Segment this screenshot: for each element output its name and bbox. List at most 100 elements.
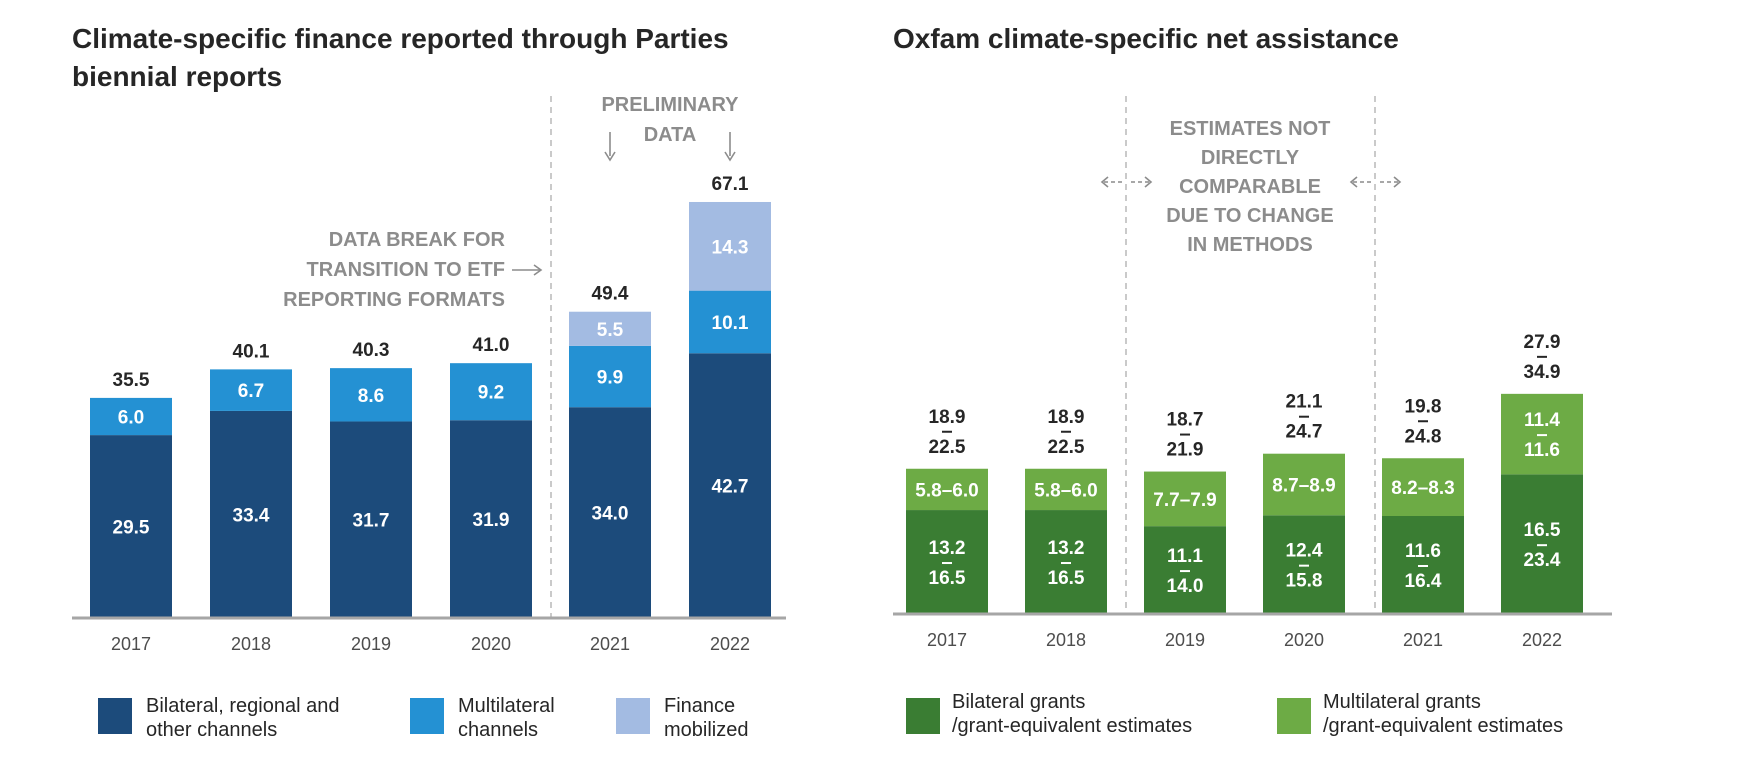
bar-label-2020-grant-series-1: 8.7–8.9 — [1272, 476, 1335, 497]
bar-label-2021-series-1: 9.9 — [597, 368, 623, 389]
bar-label-2018-grant-series-0-low: 13.2 — [1048, 538, 1085, 559]
bar-label-2022-series-2: 14.3 — [712, 237, 749, 258]
method-arrow-left-in-head — [1144, 176, 1153, 188]
bar-2020-series-1 — [450, 363, 532, 421]
data-break-note-line2: TRANSITION TO ETF — [306, 259, 505, 281]
total-range-2020-low: 21.1 — [1286, 392, 1323, 413]
preliminary-arrow-2022-head — [724, 151, 736, 162]
bar-label-2019-grant-series-0-high: 14.0 — [1167, 576, 1204, 597]
bar-label-2018-series-0: 33.4 — [233, 505, 270, 526]
bar-2020-grant-series-1 — [1263, 453, 1345, 516]
preliminary-note-line2: DATA — [644, 124, 697, 146]
bar-label-2017-series-0: 29.5 — [113, 518, 150, 539]
legend-label-right-1-line1: Multilateral grants — [1323, 691, 1481, 713]
bar-label-2017-grant-series-0-low: 13.2 — [929, 538, 966, 559]
not-comparable-note-line2: DIRECTLY — [1201, 147, 1300, 169]
bar-label-2022-series-1: 10.1 — [712, 313, 749, 334]
x-tick-right-2020: 2020 — [1284, 630, 1324, 650]
method-arrow-left-out-head — [1100, 176, 1109, 188]
bar-label-2020-grant-series-0-low: 12.4 — [1286, 541, 1323, 562]
total-label-2022: 67.1 — [712, 174, 749, 195]
left-chart-title-line2: biennial reports — [72, 61, 282, 92]
bar-2019-grant-series-1 — [1144, 471, 1226, 527]
data-break-arrow-head — [533, 264, 543, 276]
data-break-note-line1: DATA BREAK FOR — [329, 229, 506, 251]
bar-label-2020-series-0: 31.9 — [473, 510, 510, 531]
bar-2017-grant-series-1 — [906, 468, 988, 511]
legend-label-left-1-line2: channels — [458, 719, 538, 741]
bar-label-2022-grant-series-0-low: 16.5 — [1524, 520, 1561, 541]
bar-2021-series-0 — [569, 407, 651, 618]
bar-2018-series-1 — [210, 369, 292, 411]
bar-label-2018-grant-series-0-high: 16.5 — [1048, 568, 1085, 589]
not-comparable-note-line1: ESTIMATES NOT — [1170, 118, 1331, 140]
bar-label-2019-grant-series-1: 7.7–7.9 — [1153, 490, 1216, 511]
bar-label-2017-grant-series-0-high: 16.5 — [929, 568, 966, 589]
bar-2018-grant-series-1 — [1025, 468, 1107, 511]
total-range-2018-low: 18.9 — [1048, 407, 1085, 428]
total-range-2021-high: 24.8 — [1405, 426, 1442, 447]
bar-label-2019-series-1: 8.6 — [358, 386, 384, 407]
legend-label-left-2-line2: mobilized — [664, 719, 748, 741]
bar-label-2021-grant-series-0-high: 16.4 — [1405, 571, 1442, 592]
not-comparable-note-line5: IN METHODS — [1187, 234, 1313, 256]
bar-2017-series-0 — [90, 435, 172, 618]
total-label-2018: 40.1 — [233, 341, 270, 362]
legend-label-left-2-line1: Finance — [664, 695, 735, 717]
data-break-note-line3: REPORTING FORMATS — [283, 289, 505, 311]
bar-label-2021-series-0: 34.0 — [592, 504, 629, 525]
total-range-2018-high: 22.5 — [1048, 437, 1085, 458]
bar-label-2022-series-0: 42.7 — [712, 477, 749, 498]
preliminary-arrow-2021-head — [604, 151, 616, 162]
legend-label-left-1-line1: Multilateral — [458, 695, 555, 717]
total-range-2017-high: 22.5 — [929, 437, 966, 458]
bar-label-2019-grant-series-0-low: 11.1 — [1167, 546, 1203, 567]
preliminary-note-line1: PRELIMINARY — [601, 94, 739, 116]
not-comparable-note-line4: DUE TO CHANGE — [1166, 205, 1333, 227]
total-label-2021: 49.4 — [592, 284, 629, 305]
bar-label-2018-grant-series-1: 5.8–6.0 — [1034, 480, 1097, 501]
bar-label-2021-series-2: 5.5 — [597, 320, 624, 341]
bar-2021-grant-series-1 — [1382, 458, 1464, 516]
legend-swatch-left-0 — [98, 698, 132, 734]
bar-label-2017-grant-series-1: 5.8–6.0 — [915, 480, 978, 501]
total-range-2021-low: 19.8 — [1405, 396, 1442, 417]
bar-label-2020-series-1: 9.2 — [478, 383, 504, 404]
x-tick-left-2022: 2022 — [710, 634, 750, 654]
x-tick-right-2018: 2018 — [1046, 630, 1086, 650]
total-label-2017: 35.5 — [113, 370, 150, 391]
bar-2021-series-1 — [569, 345, 651, 408]
x-tick-right-2017: 2017 — [927, 630, 967, 650]
bar-label-2017-series-1: 6.0 — [118, 408, 144, 429]
bar-2019-series-0 — [330, 421, 412, 618]
bar-2022-series-2 — [689, 201, 771, 291]
legend-label-left-0-line2: other channels — [146, 719, 277, 741]
x-tick-left-2019: 2019 — [351, 634, 391, 654]
bar-label-2019-series-0: 31.7 — [353, 511, 390, 532]
legend-swatch-right-0 — [906, 698, 940, 734]
x-tick-left-2020: 2020 — [471, 634, 511, 654]
x-tick-right-2021: 2021 — [1403, 630, 1443, 650]
legend-swatch-left-2 — [616, 698, 650, 734]
total-range-2020-high: 24.7 — [1286, 422, 1323, 443]
left-chart-title-line1: Climate-specific finance reported throug… — [72, 23, 729, 54]
x-tick-left-2017: 2017 — [111, 634, 151, 654]
x-tick-left-2021: 2021 — [590, 634, 630, 654]
bar-label-2022-grant-series-1-low: 11.4 — [1524, 410, 1560, 431]
bar-2022-series-1 — [689, 290, 771, 354]
bar-label-2021-grant-series-1: 8.2–8.3 — [1391, 478, 1454, 499]
total-label-2020: 41.0 — [473, 335, 510, 356]
x-tick-right-2022: 2022 — [1522, 630, 1562, 650]
x-tick-left-2018: 2018 — [231, 634, 271, 654]
legend-label-right-1-line2: /grant-equivalent estimates — [1323, 715, 1563, 737]
total-label-2019: 40.3 — [353, 340, 390, 361]
not-comparable-note-line3: COMPARABLE — [1179, 176, 1321, 198]
legend-swatch-left-1 — [410, 698, 444, 734]
bar-label-2022-grant-series-0-high: 23.4 — [1524, 550, 1561, 571]
bar-2022-series-0 — [689, 353, 771, 618]
bar-2020-series-0 — [450, 420, 532, 618]
method-arrow-right-out-head — [1393, 176, 1402, 188]
total-range-2022-low: 27.9 — [1524, 332, 1561, 353]
bar-label-2018-series-1: 6.7 — [238, 381, 264, 402]
